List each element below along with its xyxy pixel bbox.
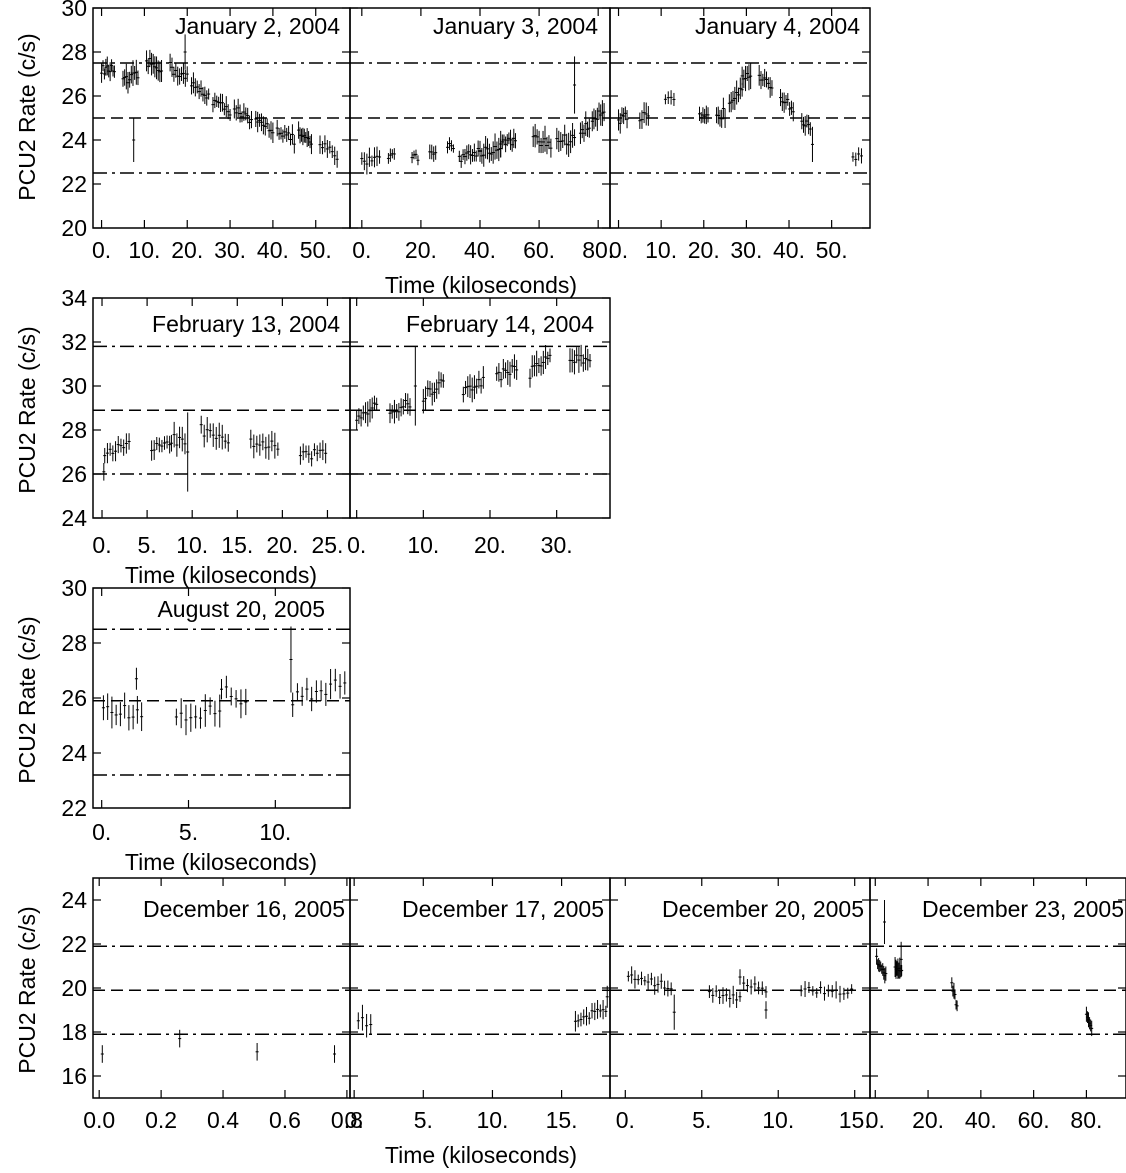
- x-tick-label: 0.6: [269, 1107, 301, 1133]
- x-tick-label: 25.: [311, 532, 343, 558]
- x-axis-label: Time (kiloseconds): [125, 849, 317, 875]
- x-tick-label: 0.: [616, 1107, 635, 1133]
- y-tick-label: 22: [61, 931, 87, 957]
- x-tick-label: 0.: [345, 1107, 364, 1133]
- chart-title: December 16, 2005: [143, 896, 345, 922]
- y-axis-label: PCU2 Rate (c/s): [14, 616, 40, 783]
- x-tick-label: 0.2: [145, 1107, 177, 1133]
- x-tick-label: 5.: [692, 1107, 711, 1133]
- x-tick-label: 30.: [730, 237, 762, 263]
- y-axis-label: PCU2 Rate (c/s): [14, 33, 40, 200]
- x-tick-label: 60.: [523, 237, 555, 263]
- x-tick-label: 20.: [474, 532, 506, 558]
- x-tick-label: 5.: [138, 532, 157, 558]
- x-tick-label: 10.: [128, 237, 160, 263]
- x-tick-label: 0.: [347, 532, 366, 558]
- x-tick-label: 0.: [92, 532, 111, 558]
- x-tick-label: 0.: [92, 237, 111, 263]
- y-tick-label: 28: [61, 417, 87, 443]
- x-tick-label: 80.: [1070, 1107, 1102, 1133]
- x-tick-label: 0.: [92, 819, 111, 845]
- x-tick-label: 10.: [476, 1107, 508, 1133]
- chart-panel-jan-2-2004: January 2, 2004 PCU2 Rate (c/s) 0. 10. 20.…: [14, 0, 350, 263]
- chart-panel-jan-4-2004: January 4, 2004 0. 10. 20. 30. 40. 50.: [609, 8, 870, 263]
- x-tick-label: 10.: [645, 237, 677, 263]
- x-tick-label: 40.: [773, 237, 805, 263]
- y-tick-label: 30: [61, 575, 87, 601]
- y-tick-label: 20: [61, 215, 87, 241]
- y-tick-label: 18: [61, 1019, 87, 1045]
- chart-title: January 4, 2004: [695, 13, 860, 39]
- x-tick-label: 0.: [352, 237, 371, 263]
- x-tick-label: 20.: [912, 1107, 944, 1133]
- chart-title: January 3, 2004: [433, 13, 598, 39]
- chart-panel-dec-20-2005: December 20, 2005 0. 5. 10. 15.: [610, 878, 871, 1133]
- chart-panel-dec-16-2005: December 16, 2005 PCU2 Rate (c/s) 0.0 0.2…: [14, 878, 363, 1133]
- x-tick-label: 20.: [688, 237, 720, 263]
- y-tick-label: 32: [61, 329, 87, 355]
- chart-title: December 17, 2005: [402, 896, 604, 922]
- x-tick-label: 10.: [407, 532, 439, 558]
- x-tick-label: 15.: [221, 532, 253, 558]
- y-axis-label: PCU2 Rate (c/s): [14, 906, 40, 1073]
- x-tick-label: 40.: [464, 237, 496, 263]
- x-tick-label: 30.: [541, 532, 573, 558]
- chart-title: February 14, 2004: [406, 311, 594, 337]
- x-axis-label: Time (kiloseconds): [385, 272, 577, 298]
- x-tick-label: 50.: [816, 237, 848, 263]
- y-tick-label: 24: [61, 887, 87, 913]
- x-tick-label: 10.: [762, 1107, 794, 1133]
- x-tick-label: 50.: [300, 237, 332, 263]
- x-tick-label: 10.: [176, 532, 208, 558]
- x-tick-label: 20.: [266, 532, 298, 558]
- x-tick-label: 40.: [257, 237, 289, 263]
- y-tick-label: 34: [61, 285, 87, 311]
- x-tick-label: 0.: [866, 1107, 885, 1133]
- x-axis-label: Time (kiloseconds): [385, 1142, 577, 1168]
- y-tick-label: 24: [61, 505, 87, 531]
- x-tick-label: 5.: [414, 1107, 433, 1133]
- chart-title: December 20, 2005: [662, 896, 864, 922]
- y-tick-label: 30: [61, 373, 87, 399]
- y-tick-label: 26: [61, 685, 87, 711]
- chart-panel-jan-3-2004: January 3, 2004 Time (kiloseconds) 0. 20.…: [350, 8, 614, 298]
- x-tick-label: 0.4: [207, 1107, 239, 1133]
- chart-panel-dec-17-2005: December 17, 2005 Time (kiloseconds) 0. 5…: [345, 878, 610, 1168]
- chart-panel-feb-14-2004: February 14, 2004 0. 10. 20. 30.: [347, 298, 610, 558]
- chart-panel-aug-20-2005: August 20, 2005 PCU2 Rate (c/s) Time (ki…: [14, 575, 350, 875]
- y-tick-label: 26: [61, 83, 87, 109]
- y-tick-label: 30: [61, 0, 87, 21]
- y-tick-label: 24: [61, 740, 87, 766]
- x-tick-label: 20.: [171, 237, 203, 263]
- x-tick-label: 60.: [1018, 1107, 1050, 1133]
- y-tick-label: 22: [61, 795, 87, 821]
- x-tick-label: 30.: [214, 237, 246, 263]
- x-tick-label: 5.: [179, 819, 198, 845]
- y-tick-label: 16: [61, 1063, 87, 1089]
- chart-title: August 20, 2005: [157, 596, 325, 622]
- x-tick-label: 20.: [405, 237, 437, 263]
- y-tick-label: 28: [61, 39, 87, 65]
- y-tick-label: 26: [61, 461, 87, 487]
- y-tick-label: 28: [61, 630, 87, 656]
- y-tick-label: 24: [61, 127, 87, 153]
- chart-title: January 2, 2004: [175, 13, 340, 39]
- y-tick-label: 22: [61, 171, 87, 197]
- y-axis-label: PCU2 Rate (c/s): [14, 326, 40, 493]
- chart-panel-feb-13-2004: February 13, 2004 PCU2 Rate (c/s) Time (…: [14, 285, 350, 588]
- chart-panel-dec-23-2005: December 23, 2005 0. 20. 40. 60. 80.: [866, 878, 1126, 1133]
- x-tick-label: 15.: [546, 1107, 578, 1133]
- x-tick-label: 40.: [965, 1107, 997, 1133]
- x-tick-label: 0.0: [83, 1107, 115, 1133]
- y-tick-label: 20: [61, 975, 87, 1001]
- chart-title: February 13, 2004: [152, 311, 340, 337]
- x-axis-label: Time (kiloseconds): [125, 562, 317, 588]
- x-tick-label: 10.: [259, 819, 291, 845]
- x-tick-label: 0.: [609, 237, 628, 263]
- chart-title: December 23, 2005: [922, 896, 1124, 922]
